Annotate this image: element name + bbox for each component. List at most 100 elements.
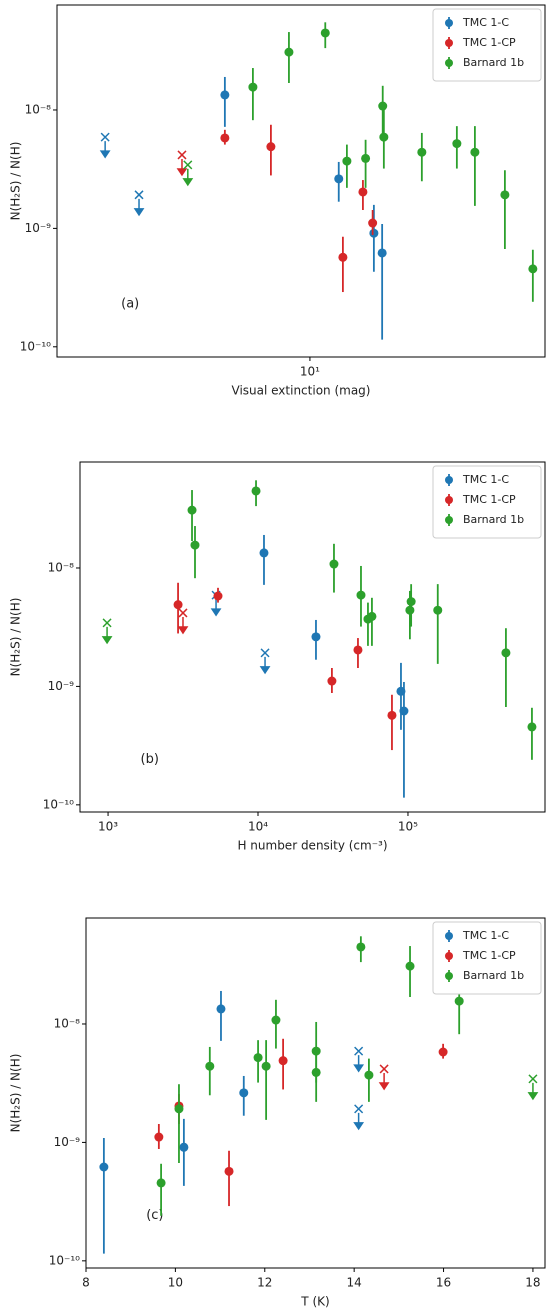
- y-tick-label: 10⁻⁹: [25, 221, 52, 235]
- legend-label: TMC 1-CP: [462, 493, 516, 506]
- legend-swatch: [445, 952, 453, 960]
- x-tick-label: 10¹: [300, 365, 320, 379]
- data-point: [173, 600, 183, 610]
- data-point: [470, 147, 480, 157]
- y-tick-label: 10⁻⁹: [54, 1135, 81, 1149]
- data-point: [500, 190, 510, 200]
- data-point: [99, 1162, 109, 1172]
- upper-limit-arrow: [353, 1112, 365, 1131]
- x-tick-label: 16: [436, 1276, 451, 1290]
- y-tick-label: 10⁻⁸: [48, 560, 75, 574]
- upper-limit-arrow: [176, 158, 188, 177]
- x-axis-label: H number density (cm⁻³): [237, 839, 387, 853]
- legend-box: [432, 8, 542, 82]
- upper-limit-marker: [183, 160, 193, 170]
- x-axis-label: Visual extinction (mag): [232, 384, 371, 398]
- upper-limit-arrow: [133, 198, 145, 217]
- upper-limit-marker: [178, 608, 188, 618]
- legend-swatch: [445, 19, 453, 27]
- data-point: [179, 1142, 189, 1152]
- data-point: [187, 505, 197, 515]
- data-point: [358, 187, 368, 197]
- upper-limit-arrow: [527, 1082, 539, 1101]
- data-point: [454, 996, 464, 1006]
- data-point: [156, 1178, 166, 1188]
- data-point: [253, 1053, 263, 1063]
- legend-swatch: [445, 516, 453, 524]
- data-point: [356, 590, 366, 600]
- legend-label: TMC 1-C: [462, 16, 509, 29]
- legend-label: Barnard 1b: [463, 56, 524, 69]
- upper-limit-marker: [379, 1064, 389, 1074]
- panel-label: (c): [146, 1208, 163, 1223]
- upper-limit-marker: [260, 648, 270, 658]
- x-tick-label: 10: [168, 1276, 183, 1290]
- legend-label: TMC 1-C: [462, 929, 509, 942]
- panel-label: (b): [141, 752, 159, 767]
- upper-limit-arrow: [182, 168, 194, 187]
- y-tick-label: 10⁻⁹: [48, 679, 75, 693]
- upper-limit-arrow: [99, 141, 111, 159]
- upper-limit-marker: [100, 132, 110, 142]
- plot-frame: [85, 917, 546, 1269]
- upper-limit-marker: [354, 1104, 364, 1114]
- legend-label: Barnard 1b: [463, 969, 524, 982]
- upper-limit-marker: [134, 190, 144, 200]
- x-tick-label: 18: [525, 1276, 540, 1290]
- panel-label: (a): [121, 297, 139, 312]
- upper-limit-arrow: [378, 1072, 390, 1091]
- legend-box: [432, 465, 542, 539]
- data-point: [174, 1104, 184, 1114]
- data-point: [213, 591, 223, 601]
- data-point: [356, 942, 366, 952]
- upper-limit-arrow: [353, 1055, 365, 1073]
- y-tick-label: 10⁻¹⁰: [20, 339, 51, 353]
- y-axis-label: N(H₂S) / N(H): [9, 598, 23, 677]
- legend-swatch: [445, 496, 453, 504]
- data-point: [338, 252, 348, 262]
- data-point: [261, 1061, 271, 1071]
- data-point: [248, 82, 258, 92]
- data-point: [405, 961, 415, 971]
- data-point: [387, 710, 397, 720]
- upper-limit-marker: [177, 150, 187, 160]
- data-point: [361, 153, 371, 163]
- data-point: [399, 706, 409, 716]
- data-point: [364, 1070, 374, 1080]
- data-point: [369, 228, 379, 238]
- y-axis-label: N(H₂S) / N(H): [9, 142, 23, 221]
- x-tick-label: 10⁵: [398, 820, 418, 834]
- data-point: [342, 156, 352, 166]
- x-tick-label: 14: [347, 1276, 362, 1290]
- y-tick-label: 10⁻¹⁰: [43, 797, 74, 811]
- data-point: [368, 218, 378, 228]
- legend-label: TMC 1-CP: [462, 36, 516, 49]
- data-point: [216, 1004, 226, 1014]
- data-point: [259, 548, 269, 558]
- data-point: [205, 1061, 215, 1071]
- data-point: [224, 1166, 234, 1176]
- data-point: [417, 147, 427, 157]
- x-tick-label: 12: [257, 1276, 272, 1290]
- plot-frame: [79, 461, 546, 813]
- legend-swatch: [445, 972, 453, 980]
- data-point: [367, 611, 377, 621]
- data-point: [433, 605, 443, 615]
- x-tick-label: 8: [82, 1276, 90, 1290]
- data-point: [251, 486, 261, 496]
- data-point: [190, 540, 200, 550]
- upper-limit-arrow: [101, 626, 113, 645]
- data-point: [378, 101, 388, 111]
- legend-label: TMC 1-C: [462, 473, 509, 486]
- data-point: [266, 142, 276, 152]
- y-tick-label: 10⁻⁸: [25, 102, 52, 116]
- data-point: [438, 1047, 448, 1057]
- data-point: [528, 264, 538, 274]
- data-point: [501, 648, 511, 658]
- data-point: [329, 559, 339, 569]
- data-point: [406, 597, 416, 607]
- data-point: [320, 28, 330, 38]
- data-point: [239, 1088, 249, 1098]
- upper-limit-marker: [528, 1074, 538, 1084]
- legend-box: [432, 921, 542, 995]
